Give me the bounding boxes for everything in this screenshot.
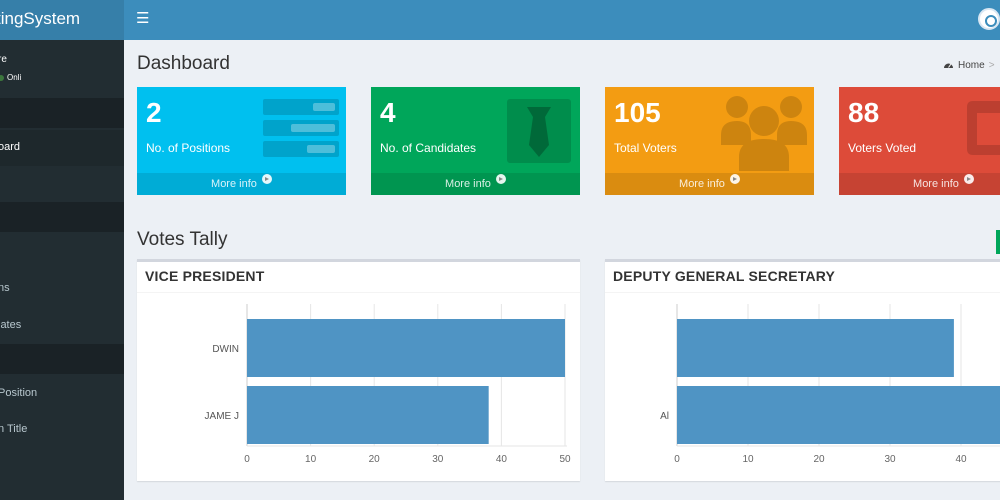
more-info-text: More info [445, 178, 491, 190]
sidebar-item-election-title[interactable]: n Title [0, 423, 28, 435]
x-tick-label: 10 [742, 454, 754, 465]
stat-box-candidates: 4 No. of Candidates More info > [371, 87, 580, 195]
dashboard-icon [944, 63, 953, 68]
chart-panel-vice-president: VICE PRESIDENT 0 10 20 30 40 50 DWIN JAME J [137, 259, 580, 481]
votes-tally-title: Votes Tally [137, 229, 228, 250]
sidebar-section-header-reports [0, 98, 124, 128]
print-button[interactable] [996, 230, 1000, 254]
arrow-circle-right-icon: > [963, 174, 974, 184]
candidates-label: No. of Candidates [380, 141, 477, 155]
sidebar-section-header-settings [0, 344, 124, 374]
top-navbar: ☰ [124, 0, 1000, 40]
x-tick-label: 30 [884, 454, 896, 465]
stat-box-voted: 88 Voters Voted More info > [839, 87, 1000, 195]
stat-box-voters: 105 Total Voters More info > [605, 87, 814, 195]
x-tick-label: 10 [305, 454, 317, 465]
sidebar-section-header-manage [0, 202, 124, 232]
x-tick-label: 40 [496, 454, 508, 465]
users-icon [721, 96, 807, 171]
chart-panel-header: DEPUTY GENERAL SECRETARY [605, 262, 1000, 293]
category-label: Al [660, 411, 669, 422]
page-title: Dashboard [137, 53, 230, 74]
x-tick-label: 0 [244, 454, 250, 465]
breadcrumb-separator: > [988, 60, 995, 71]
bar [247, 386, 489, 444]
app-logo-text: tingSystem [0, 9, 81, 28]
more-info-text: More info [913, 178, 959, 190]
chart-panel-header: VICE PRESIDENT [137, 262, 580, 293]
voters-label: Total Voters [614, 141, 677, 155]
x-tick-label: 20 [813, 454, 825, 465]
sidebar-item-dashboard[interactable]: oard [0, 141, 21, 153]
breadcrumb: Home > [943, 60, 995, 71]
sidebar-item-candidates[interactable]: lates [0, 319, 22, 331]
voted-more-info-link[interactable]: More info > [839, 173, 1000, 195]
chart-deputy-general-secretary: 0 10 20 30 40 Al [660, 304, 1000, 465]
user-panel: re Onli [0, 40, 124, 98]
candidates-count: 4 [380, 97, 396, 128]
bar [677, 386, 1000, 444]
chart-title: VICE PRESIDENT [145, 268, 265, 284]
app-logo[interactable]: tingSystem [0, 0, 124, 40]
voted-count: 88 [848, 97, 880, 128]
user-status-text: Onli [7, 73, 22, 82]
chart-panel-deputy-general-secretary: DEPUTY GENERAL SECRETARY 0 10 20 30 40 Al [605, 259, 1000, 481]
more-info-text: More info [679, 178, 725, 190]
positions-count: 2 [146, 97, 162, 128]
x-tick-label: 30 [432, 454, 444, 465]
x-tick-label: 0 [674, 454, 680, 465]
more-info-text: More info [211, 178, 257, 190]
positions-label: No. of Positions [146, 141, 231, 155]
arrow-circle-right-icon: > [495, 174, 506, 184]
x-tick-label: 40 [955, 454, 967, 465]
stat-box-positions: 2 No. of Positions More info > [137, 87, 346, 195]
voters-count: 105 [614, 97, 661, 128]
user-status: Onli [0, 73, 21, 82]
breadcrumb-home[interactable]: Home [958, 60, 985, 71]
bar [247, 319, 565, 377]
sidebar: tingSystem re Onli oard ns lates Positio… [0, 0, 124, 500]
menu-icon[interactable]: ☰ [136, 10, 150, 27]
user-name: re [0, 54, 7, 65]
arrow-circle-right-icon: > [261, 174, 272, 184]
chart-vice-president: 0 10 20 30 40 50 DWIN JAME J [205, 304, 571, 465]
category-label: JAME J [205, 411, 239, 422]
user-avatar[interactable] [978, 8, 1000, 30]
edit-icon [967, 101, 1000, 155]
arrow-circle-right-icon: > [729, 174, 740, 184]
positions-more-info-link[interactable]: More info > [137, 173, 346, 195]
sidebar-item-ballot-position[interactable]: Position [0, 387, 38, 399]
voted-label: Voters Voted [848, 141, 917, 155]
tie-icon [507, 99, 571, 163]
x-tick-label: 20 [369, 454, 381, 465]
online-dot-icon [0, 74, 4, 81]
x-tick-label: 50 [559, 454, 571, 465]
list-icon [263, 99, 339, 157]
chart-title: DEPUTY GENERAL SECRETARY [613, 268, 836, 284]
candidates-more-info-link[interactable]: More info > [371, 173, 580, 195]
bar [677, 319, 954, 377]
sidebar-active-highlight [0, 130, 124, 166]
sidebar-item-positions[interactable]: ns [0, 282, 10, 294]
voters-more-info-link[interactable]: More info > [605, 173, 814, 195]
category-label: DWIN [212, 344, 239, 355]
